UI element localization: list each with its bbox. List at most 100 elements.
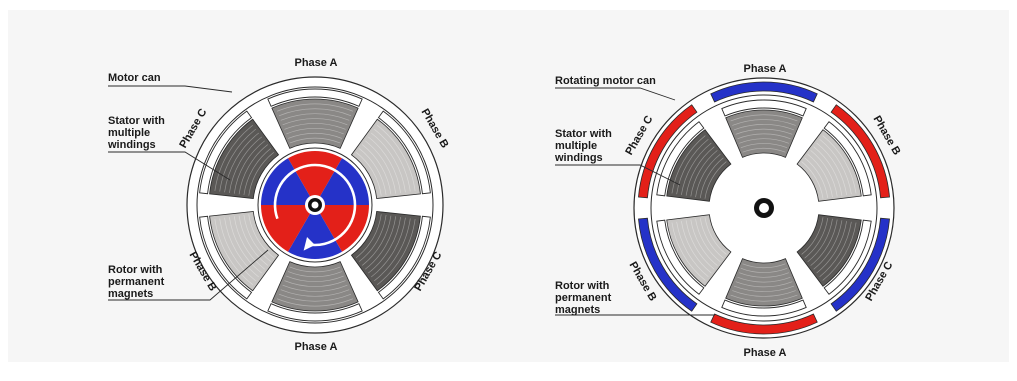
stator-tooth-cap — [823, 121, 872, 197]
winding-texture — [685, 146, 715, 196]
stator-windings — [209, 98, 421, 312]
rotation-arrow-head — [303, 237, 315, 251]
phase-label-top-right-motor: Phase A — [743, 63, 786, 75]
stator-tooth-cap — [377, 215, 431, 300]
winding-texture — [224, 217, 259, 278]
winding-texture — [699, 157, 724, 198]
winding-texture — [699, 218, 724, 259]
winding-texture — [374, 218, 411, 282]
winding-texture — [685, 220, 715, 270]
winding-texture — [289, 137, 341, 144]
winding-texture — [229, 136, 262, 194]
winding-texture — [377, 125, 416, 191]
inrunner-motor — [186, 76, 444, 334]
magnet-segment — [315, 158, 369, 205]
phase-label-top: Phase A — [294, 57, 337, 69]
winding-texture — [287, 271, 343, 278]
magnet-segment — [261, 205, 315, 252]
winding-texture — [681, 142, 712, 195]
winding-texture — [286, 128, 344, 135]
winding-texture — [276, 103, 354, 112]
winding-texture — [681, 221, 712, 274]
winding-texture — [740, 267, 788, 273]
winding-texture — [735, 128, 793, 135]
leader-lines — [108, 85, 715, 316]
winding-texture — [286, 275, 344, 282]
winding-texture — [822, 222, 857, 281]
winding-coil — [725, 109, 803, 158]
winding-texture — [742, 263, 786, 269]
winding-texture — [732, 290, 796, 297]
winding-texture — [742, 147, 786, 153]
winding-texture — [739, 138, 789, 144]
outrunner-motor — [633, 77, 895, 339]
label-rotor-line3-right: magnets — [555, 304, 600, 316]
winding-texture — [278, 293, 352, 302]
stator-tooth-cap — [721, 99, 807, 117]
winding-texture — [690, 219, 718, 266]
winding-texture — [371, 132, 406, 193]
winding-texture — [284, 123, 346, 130]
can-magnet — [710, 81, 818, 103]
winding-texture — [804, 218, 829, 259]
winding-texture — [238, 215, 269, 266]
label-stator-line2-right: multiple — [555, 140, 597, 152]
winding-texture — [233, 140, 266, 194]
can-magnet — [830, 104, 890, 199]
leader-line-stator-right — [555, 164, 681, 186]
winding-texture — [730, 114, 798, 122]
winding-texture — [801, 217, 824, 255]
can-magnet — [830, 217, 890, 312]
label-rotor-line1: Rotor with — [108, 264, 163, 276]
can-magnet — [638, 104, 698, 199]
winding-texture — [816, 221, 847, 274]
stator-tooth-cap — [267, 303, 363, 322]
winding-texture — [214, 219, 253, 285]
label-motor-can: Motor can — [108, 72, 161, 84]
winding-texture — [807, 218, 833, 263]
label-rotating-motor-can: Rotating motor can — [555, 75, 656, 87]
hub-center — [759, 203, 769, 213]
leader-line-motor-can — [108, 85, 233, 93]
stator-tooth-cap — [199, 110, 253, 195]
phase-label-bottom: Phase A — [294, 341, 337, 353]
winding-texture — [737, 276, 791, 283]
winding-texture — [358, 214, 387, 262]
winding-texture — [282, 118, 348, 126]
winding-coil — [209, 118, 280, 199]
winding-texture — [364, 140, 397, 194]
magnet-segment — [288, 205, 342, 259]
winding-texture — [801, 161, 824, 199]
leader-line-stator — [108, 151, 231, 181]
winding-texture — [361, 144, 392, 195]
stator-tooth-cap — [823, 219, 872, 295]
stator-tooth-cap — [721, 299, 807, 317]
winding-texture — [364, 216, 397, 270]
winding-texture — [704, 217, 727, 255]
winding-texture — [355, 214, 382, 258]
winding-texture — [287, 132, 343, 139]
winding-texture — [280, 113, 350, 121]
winding-texture — [676, 221, 709, 278]
winding-texture — [374, 128, 411, 192]
stator-tooth-cap — [267, 88, 363, 107]
winding-texture — [816, 142, 847, 195]
winding-texture — [289, 266, 341, 273]
winding-texture — [735, 281, 793, 288]
winding-texture — [248, 214, 275, 258]
winding-texture — [278, 108, 352, 117]
winding-texture — [355, 152, 382, 196]
winding-texture — [819, 221, 852, 278]
winding-texture — [733, 124, 795, 131]
winding-texture — [377, 219, 416, 285]
winding-coil — [271, 261, 359, 312]
winding-coil — [350, 211, 421, 292]
winding-texture — [238, 144, 269, 195]
stator-tooth-cap — [377, 110, 431, 195]
stator-tooth-cap — [656, 121, 705, 197]
can-magnet — [710, 313, 818, 335]
winding-texture — [368, 216, 401, 274]
winding-texture — [280, 289, 350, 297]
winding-texture — [740, 143, 788, 149]
